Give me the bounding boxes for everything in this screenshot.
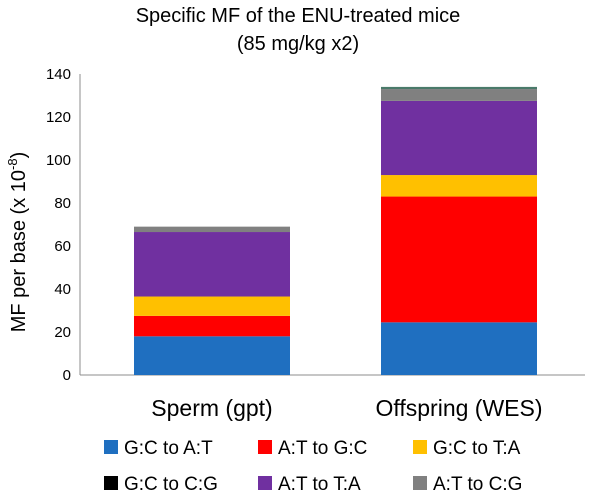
y-tick-label: 120 <box>46 109 71 126</box>
bar-segment <box>134 232 290 297</box>
y-axis-label: MF per base (x 10-8) <box>5 152 30 333</box>
legend-swatch <box>104 476 118 490</box>
y-tick-label: 60 <box>54 238 71 255</box>
legend-swatch <box>258 440 272 454</box>
bar-segment <box>134 296 290 316</box>
legend-swatch <box>258 476 272 490</box>
bars <box>134 86 537 375</box>
bar-segment <box>381 89 537 101</box>
y-tick-labels: 0 20 40 60 80 100 120 140 <box>46 66 71 384</box>
y-tick-label: 80 <box>54 195 71 212</box>
y-axis-label-close: ) <box>8 152 30 159</box>
legend-label: G:C to C:G <box>124 474 218 495</box>
bar-top-band <box>381 86 537 90</box>
y-tick-label: 100 <box>46 152 71 169</box>
bar-segment <box>134 226 290 233</box>
bar-segment <box>381 196 537 323</box>
y-tick-label: 40 <box>54 281 71 298</box>
x-category-label: Sperm (gpt) <box>151 395 272 421</box>
chart-title-line-1: Specific MF of the ENU-treated mice <box>135 5 461 27</box>
y-axis-label-text: MF per base (x 10 <box>8 170 30 332</box>
legend-label: G:C to A:T <box>124 438 213 459</box>
chart-title-line-2: (85 mg/kg x2) <box>236 33 360 55</box>
y-tick-label: 0 <box>63 367 71 384</box>
legend-label: G:C to T:A <box>433 438 521 459</box>
y-tick-label: 140 <box>46 66 71 83</box>
legend-swatch <box>104 440 118 454</box>
bar-segment <box>381 175 537 197</box>
legend-swatch <box>413 476 427 490</box>
y-tick-label: 20 <box>54 324 71 341</box>
bar-segment <box>134 336 290 375</box>
legend-swatch <box>413 440 427 454</box>
y-axis-label-exponent: -8 <box>5 158 20 170</box>
legend-label: A:T to C:G <box>433 474 522 495</box>
chart-title: Specific MF of the ENU-treated mice (85 … <box>0 2 596 58</box>
legend-label: A:T to G:C <box>278 438 367 459</box>
x-category-labels: Sperm (gpt) Offspring (WES) <box>151 395 542 421</box>
legend-label: A:T to T:A <box>278 474 361 495</box>
bar-segment <box>134 315 290 337</box>
x-category-label: Offspring (WES) <box>376 395 543 421</box>
bar-segment <box>381 322 537 375</box>
legend: G:C to A:T A:T to G:C G:C to T:A G:C to C:G… <box>104 438 522 495</box>
bar-segment <box>381 100 537 176</box>
